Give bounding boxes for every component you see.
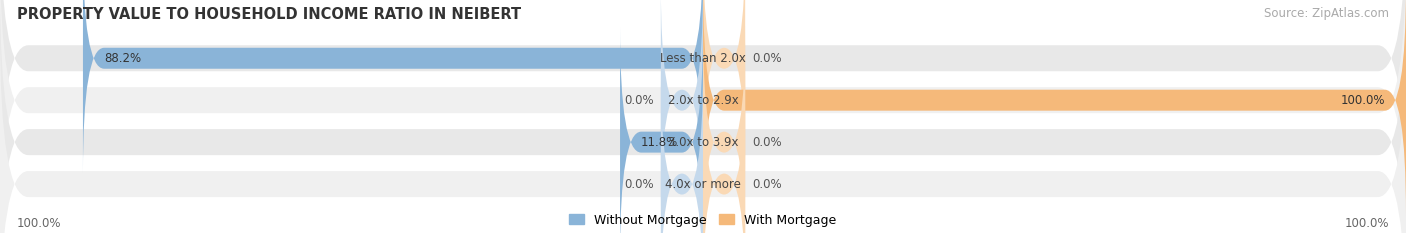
Legend: Without Mortgage, With Mortgage: Without Mortgage, With Mortgage [569, 214, 837, 227]
Text: 88.2%: 88.2% [104, 52, 141, 65]
FancyBboxPatch shape [703, 0, 1406, 216]
Text: 2.0x to 2.9x: 2.0x to 2.9x [668, 94, 738, 107]
Text: Source: ZipAtlas.com: Source: ZipAtlas.com [1264, 7, 1389, 20]
Text: 100.0%: 100.0% [17, 217, 62, 230]
FancyBboxPatch shape [0, 29, 1406, 233]
FancyBboxPatch shape [703, 27, 745, 233]
FancyBboxPatch shape [0, 0, 1406, 213]
Text: 0.0%: 0.0% [752, 136, 782, 149]
Text: 100.0%: 100.0% [1340, 94, 1385, 107]
FancyBboxPatch shape [83, 0, 703, 174]
Text: 0.0%: 0.0% [752, 178, 782, 191]
Text: 100.0%: 100.0% [1344, 217, 1389, 230]
Text: 4.0x or more: 4.0x or more [665, 178, 741, 191]
FancyBboxPatch shape [661, 0, 703, 216]
Text: 0.0%: 0.0% [624, 178, 654, 191]
Text: 0.0%: 0.0% [624, 94, 654, 107]
Text: PROPERTY VALUE TO HOUSEHOLD INCOME RATIO IN NEIBERT: PROPERTY VALUE TO HOUSEHOLD INCOME RATIO… [17, 7, 522, 22]
FancyBboxPatch shape [703, 0, 745, 174]
Text: 11.8%: 11.8% [641, 136, 678, 149]
FancyBboxPatch shape [703, 69, 745, 233]
FancyBboxPatch shape [661, 69, 703, 233]
FancyBboxPatch shape [620, 27, 703, 233]
Text: 0.0%: 0.0% [752, 52, 782, 65]
Text: Less than 2.0x: Less than 2.0x [659, 52, 747, 65]
Text: 3.0x to 3.9x: 3.0x to 3.9x [668, 136, 738, 149]
